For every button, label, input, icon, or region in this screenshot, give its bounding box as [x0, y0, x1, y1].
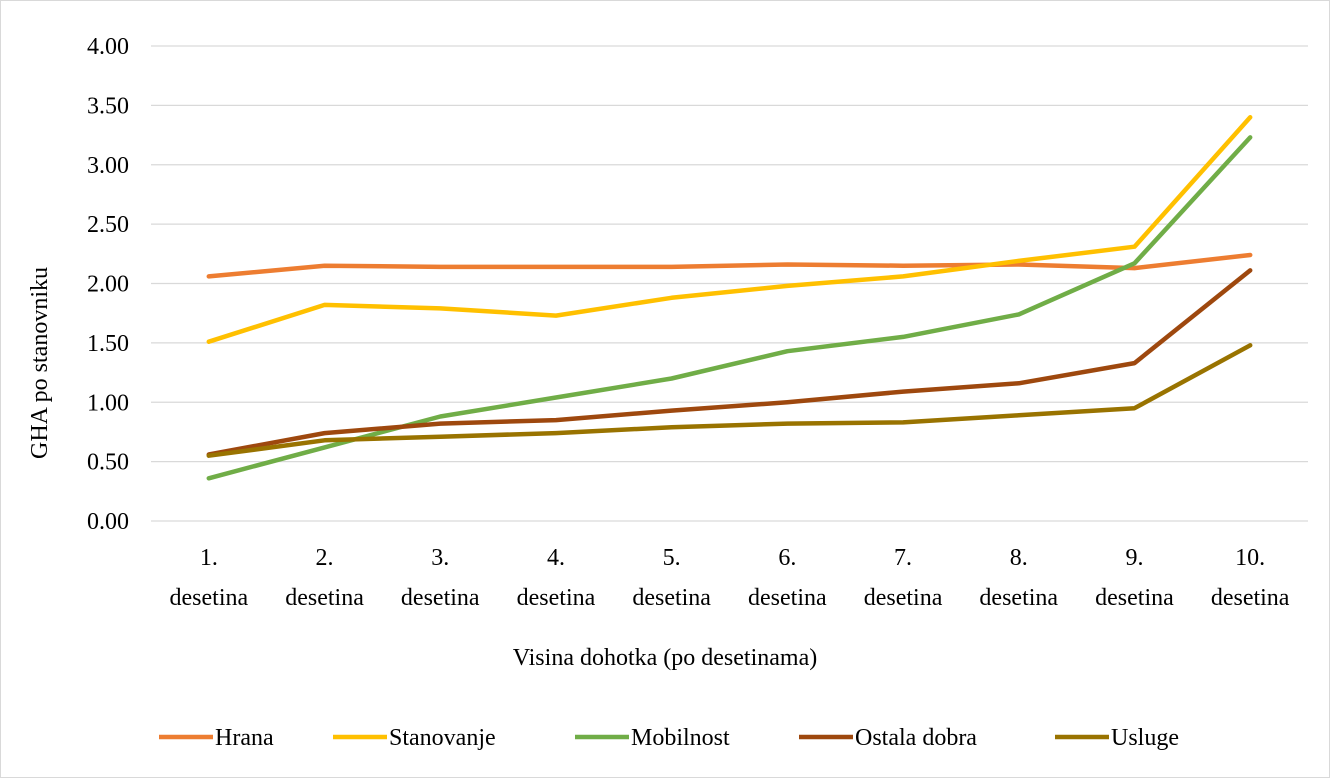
series-lines: [206, 115, 1253, 481]
y-axis-title: GHA po stanovniku: [27, 267, 53, 459]
series-line-ostala-dobra: [206, 268, 1253, 457]
y-tick-label: 1.50: [87, 331, 129, 357]
y-tick-label: 2.50: [87, 212, 129, 238]
x-tick-label: 5.: [663, 545, 681, 571]
y-tick-label: 3.00: [87, 153, 129, 179]
x-tick-label: 4.: [547, 545, 565, 571]
y-tick-label: 0.50: [87, 450, 129, 476]
y-tick-label: 1.00: [87, 390, 129, 416]
x-tick-label: desetina: [979, 585, 1058, 611]
x-tick-label: desetina: [285, 585, 364, 611]
series-line-mobilnost: [206, 135, 1253, 481]
gridlines: [151, 45, 1308, 522]
x-tick-label: desetina: [170, 585, 249, 611]
x-tick-label: 10.: [1235, 545, 1265, 571]
x-tick-label: desetina: [401, 585, 480, 611]
x-tick-label: 8.: [1010, 545, 1028, 571]
x-tick-label: desetina: [748, 585, 827, 611]
legend-label: Mobilnost: [631, 725, 730, 751]
x-tick-label: 7.: [894, 545, 912, 571]
legend-item: Mobilnost: [575, 725, 730, 751]
x-tick-label: desetina: [864, 585, 943, 611]
legend-item: Usluge: [1055, 725, 1179, 751]
x-tick-label: 9.: [1125, 545, 1143, 571]
legend-label: Stanovanje: [389, 725, 496, 751]
x-tick-label: desetina: [1095, 585, 1174, 611]
legend: Hrana Stanovanje Mobilnost Ostala dobra Uslu…: [159, 725, 1179, 751]
x-tick-label: desetina: [517, 585, 596, 611]
y-tick-label: 4.00: [87, 34, 129, 60]
x-tick-label: 3.: [431, 545, 449, 571]
y-tick-label: 0.00: [87, 509, 129, 535]
x-tick-label: 1.: [200, 545, 218, 571]
legend-label: Usluge: [1111, 725, 1179, 751]
legend-label: Hrana: [215, 725, 274, 751]
y-tick-label: 3.50: [87, 93, 129, 119]
x-axis-title: Visina dohotka (po desetinama): [513, 645, 817, 671]
x-tick-label: desetina: [632, 585, 711, 611]
y-tick-label: 2.00: [87, 272, 129, 298]
x-tick-label: 6.: [778, 545, 796, 571]
x-tick-label: desetina: [1211, 585, 1290, 611]
x-axis-ticks: 1. desetina 2. desetina 3. desetina 4. desetina…: [170, 545, 1290, 611]
y-axis-ticks: 0.00 0.50 1.00 1.50 2.00 2.50 3.00 3.50 4.00: [87, 34, 129, 535]
x-tick-label: 2.: [316, 545, 334, 571]
legend-item: Stanovanje: [333, 725, 496, 751]
legend-label: Ostala dobra: [855, 725, 977, 751]
series-line-hrana: [206, 252, 1253, 279]
legend-item: Ostala dobra: [799, 725, 977, 751]
legend-item: Hrana: [159, 725, 274, 751]
series-line-stanovanje: [206, 115, 1253, 344]
series-line-usluge: [206, 343, 1253, 458]
